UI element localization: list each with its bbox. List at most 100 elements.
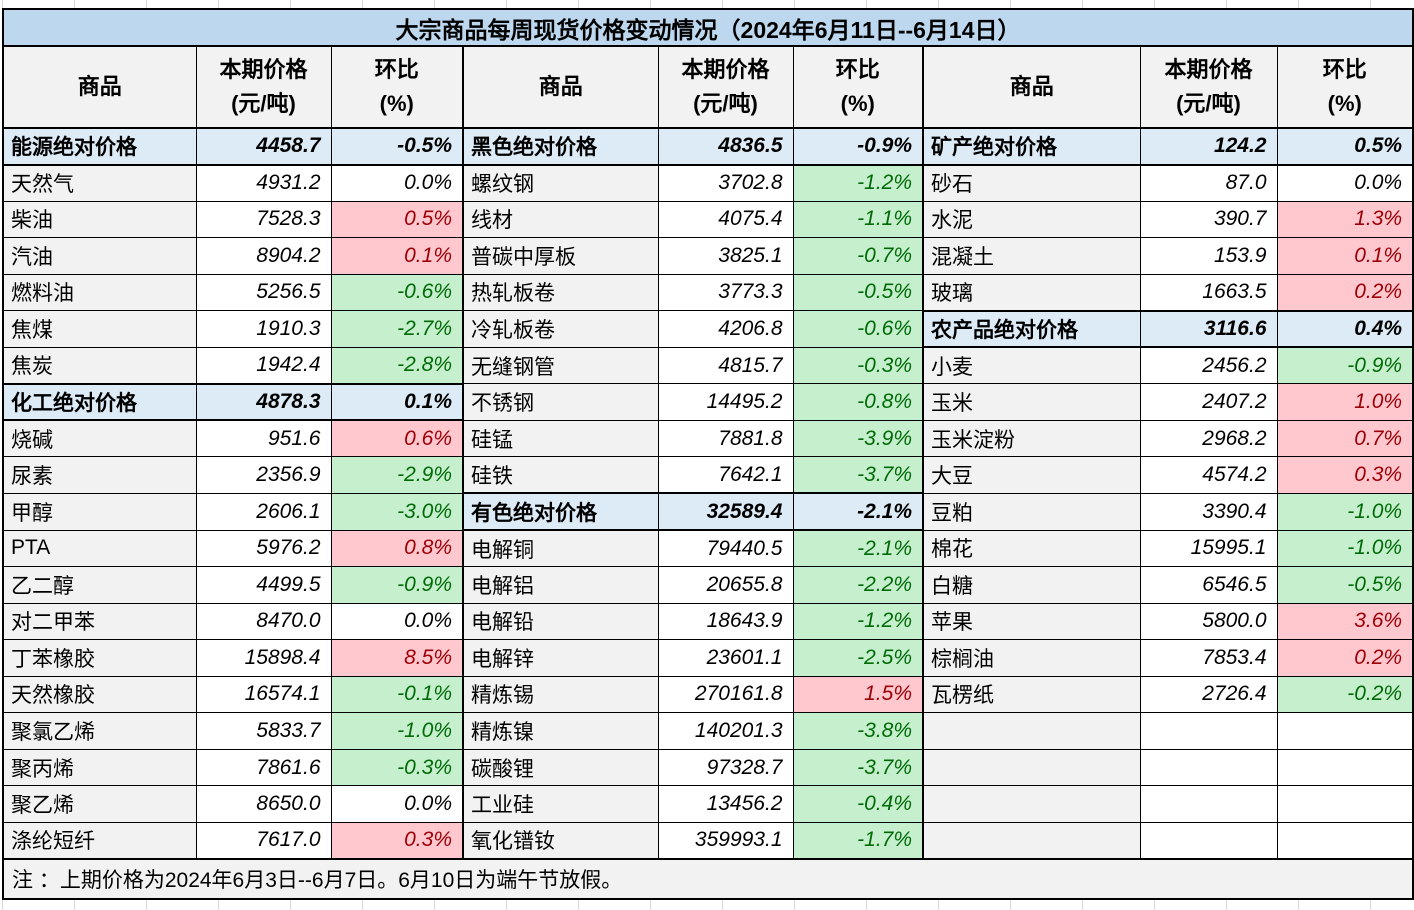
commodity-cell[interactable]: 天然橡胶 [2,675,197,714]
price-cell[interactable]: 87.0 [1139,164,1278,202]
pct-cell[interactable]: -2.1% [792,492,924,532]
pct-cell[interactable]: 0.0% [330,602,464,641]
pct-cell[interactable]: 8.5% [330,639,464,677]
table-title[interactable]: 大宗商品每周现货价格变动情况（2024年6月11日--6月14日） [2,8,1414,47]
price-cell[interactable] [1139,748,1278,787]
commodity-cell[interactable]: 燃料油 [2,273,197,312]
commodity-cell[interactable]: 硅锰 [462,419,659,458]
price-cell[interactable]: 5833.7 [195,712,332,750]
pct-cell[interactable]: -0.8% [792,383,924,421]
pct-cell[interactable] [1276,748,1414,787]
commodity-cell[interactable]: 无缝钢管 [462,346,659,385]
commodity-cell[interactable]: 白糖 [922,566,1141,604]
price-cell[interactable]: 2606.1 [195,492,332,531]
price-cell[interactable]: 8650.0 [195,785,332,823]
commodity-cell[interactable]: 涤纶短纤 [2,821,197,860]
pct-cell[interactable]: 1.3% [1276,200,1414,239]
price-cell[interactable]: 4815.7 [657,346,794,385]
commodity-cell[interactable]: 棕榈油 [922,639,1141,677]
commodity-cell[interactable]: 小麦 [922,346,1141,385]
pct-cell[interactable]: 1.0% [1276,383,1414,421]
price-cell[interactable]: 390.7 [1139,200,1278,239]
commodity-cell[interactable] [922,712,1141,750]
col-header-commodity[interactable]: 商品 [462,45,659,129]
pct-cell[interactable]: -0.3% [330,748,464,787]
commodity-cell[interactable]: 柴油 [2,200,197,239]
pct-cell[interactable]: -2.8% [330,346,464,385]
price-cell[interactable] [1139,785,1278,823]
price-cell[interactable]: 3390.4 [1139,492,1278,531]
price-cell[interactable]: 951.6 [195,419,332,458]
price-cell[interactable]: 7881.8 [657,419,794,458]
price-cell[interactable]: 7528.3 [195,200,332,239]
commodity-cell[interactable]: 工业硅 [462,785,659,823]
commodity-cell[interactable]: 农产品绝对价格 [922,309,1141,349]
pct-cell[interactable]: -0.9% [330,566,464,604]
commodity-cell[interactable]: 电解铜 [462,529,659,568]
pct-cell[interactable]: -2.5% [792,639,924,677]
commodity-cell[interactable]: 棉花 [922,529,1141,568]
price-cell[interactable]: 7861.6 [195,748,332,787]
pct-cell[interactable]: -2.2% [792,566,924,604]
pct-cell[interactable]: -0.9% [1276,346,1414,385]
price-cell[interactable]: 140201.3 [657,712,794,750]
commodity-cell[interactable]: 焦炭 [2,346,197,385]
price-cell[interactable] [1139,712,1278,750]
commodity-cell[interactable]: 甲醇 [2,492,197,531]
price-cell[interactable]: 4574.2 [1139,456,1278,494]
pct-cell[interactable]: 0.0% [330,785,464,823]
pct-cell[interactable]: -0.5% [1276,566,1414,604]
pct-cell[interactable]: -2.7% [330,310,464,348]
pct-cell[interactable]: -0.4% [792,785,924,823]
price-cell[interactable]: 20655.8 [657,566,794,604]
pct-cell[interactable]: -0.5% [330,127,464,166]
pct-cell[interactable]: -1.0% [330,712,464,750]
pct-cell[interactable] [1276,821,1414,860]
price-cell[interactable]: 5256.5 [195,273,332,312]
commodity-cell[interactable]: 硅铁 [462,456,659,494]
commodity-cell[interactable]: 精炼镍 [462,712,659,750]
commodity-cell[interactable]: 玉米淀粉 [922,419,1141,458]
commodity-cell[interactable]: 电解铝 [462,566,659,604]
price-cell[interactable]: 1910.3 [195,310,332,348]
price-cell[interactable]: 3773.3 [657,273,794,312]
commodity-cell[interactable]: 聚乙烯 [2,785,197,823]
commodity-cell[interactable]: 碳酸锂 [462,748,659,787]
pct-cell[interactable]: -2.9% [330,456,464,494]
commodity-cell[interactable]: 天然气 [2,164,197,202]
price-cell[interactable]: 3702.8 [657,164,794,202]
commodity-cell[interactable]: 化工绝对价格 [2,382,197,422]
pct-cell[interactable]: -1.1% [792,200,924,239]
pct-cell[interactable]: 0.3% [330,821,464,860]
commodity-cell[interactable]: 冷轧板卷 [462,310,659,348]
pct-cell[interactable]: 0.1% [330,382,464,422]
price-cell[interactable]: 3116.6 [1139,309,1278,349]
price-cell[interactable]: 2407.2 [1139,383,1278,421]
price-cell[interactable]: 18643.9 [657,602,794,641]
price-cell[interactable]: 4878.3 [195,382,332,422]
commodity-cell[interactable]: 尿素 [2,456,197,494]
col-header-commodity[interactable]: 商品 [922,45,1141,129]
price-cell[interactable]: 4458.7 [195,127,332,166]
commodity-cell[interactable]: 聚丙烯 [2,748,197,787]
commodity-cell[interactable]: 焦煤 [2,310,197,348]
pct-cell[interactable]: 0.3% [1276,456,1414,494]
pct-cell[interactable]: -1.0% [1276,492,1414,531]
commodity-cell[interactable]: 精炼锡 [462,675,659,714]
pct-cell[interactable]: -1.7% [792,821,924,860]
price-cell[interactable]: 4206.8 [657,310,794,348]
col-header-pct[interactable]: 环比 (%) [330,45,464,129]
price-cell[interactable]: 15995.1 [1139,529,1278,568]
price-cell[interactable]: 2356.9 [195,456,332,494]
commodity-cell[interactable]: 黑色绝对价格 [462,127,659,166]
commodity-cell[interactable]: PTA [2,529,197,568]
price-cell[interactable]: 32589.4 [657,492,794,532]
pct-cell[interactable]: 0.5% [330,200,464,239]
commodity-cell[interactable]: 不锈钢 [462,383,659,421]
price-cell[interactable]: 4931.2 [195,164,332,202]
commodity-cell[interactable]: 电解铅 [462,602,659,641]
price-cell[interactable]: 2726.4 [1139,675,1278,714]
price-cell[interactable]: 153.9 [1139,237,1278,275]
pct-cell[interactable]: 0.1% [330,237,464,275]
pct-cell[interactable]: -0.6% [330,273,464,312]
